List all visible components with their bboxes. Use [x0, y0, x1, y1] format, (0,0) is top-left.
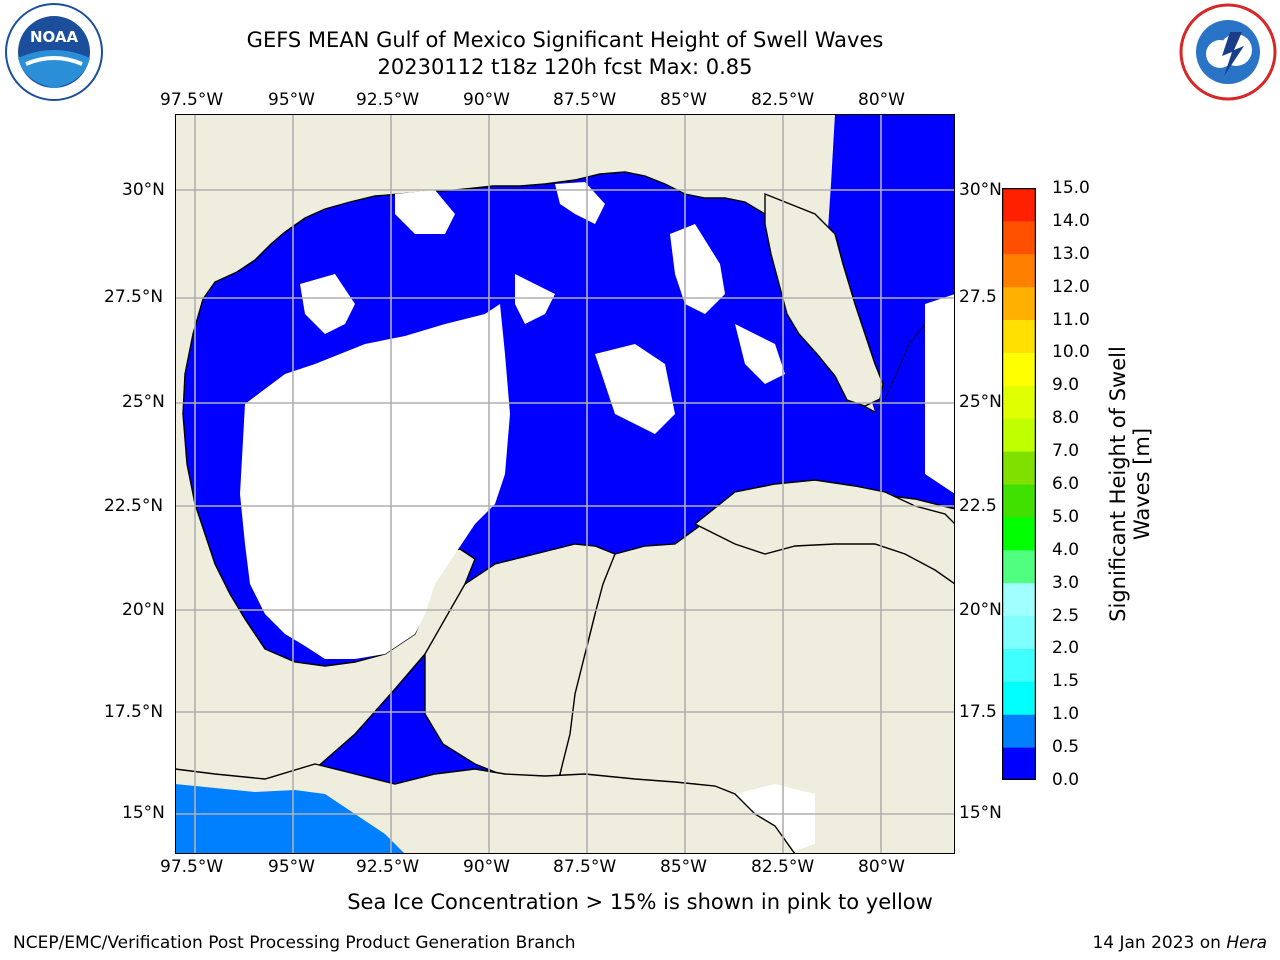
lon-label: 97.5°W	[160, 857, 224, 877]
colorbar-segment	[1002, 253, 1036, 288]
colorbar-segment	[1002, 747, 1036, 781]
run-date: 14 Jan 2023 on	[1092, 933, 1221, 953]
colorbar-svg	[1001, 187, 1037, 781]
machine-name: Hera	[1226, 933, 1267, 953]
lon-label: 92.5°W	[356, 857, 420, 877]
colorbar-segment	[1002, 385, 1036, 419]
lon-label: 80°W	[858, 857, 905, 877]
lat-label: 30°N	[959, 180, 1002, 200]
lon-label: 97.5°W	[160, 90, 224, 110]
map-panel	[174, 113, 956, 855]
pacific-water	[175, 784, 405, 854]
colorbar	[1001, 187, 1037, 781]
colorbar-tick-label: 8.0	[1052, 408, 1080, 429]
lon-label: 87.5°W	[553, 90, 617, 110]
lat-label: 22.5	[959, 496, 997, 516]
low-swell-areas	[240, 182, 955, 854]
branch-credit: NCEP/EMC/Verification Post Processing Pr…	[13, 933, 576, 953]
map-grid	[175, 114, 955, 854]
lon-label: 82.5°W	[751, 90, 815, 110]
nws-logo	[1178, 2, 1278, 102]
colorbar-segment	[1002, 648, 1036, 682]
colorbar-tick-label: 7.0	[1052, 441, 1080, 462]
lat-label: 20°N	[122, 600, 165, 620]
lat-label: 17.5	[959, 702, 997, 722]
colorbar-tick-label: 1.0	[1052, 704, 1080, 725]
colorbar-tick-label: 2.0	[1052, 638, 1080, 659]
yucatan	[424, 543, 616, 795]
colorbar-segment	[1002, 188, 1036, 222]
sea-ice-note: Sea Ice Concentration > 15% is shown in …	[347, 890, 933, 914]
colorbar-tick-label: 9.0	[1052, 375, 1080, 396]
colorbar-tick-label: 4.0	[1052, 539, 1080, 560]
lon-label: 85°W	[660, 90, 707, 110]
lat-label: 20°N	[959, 600, 1002, 620]
colorbar-tick-label: 12.0	[1052, 276, 1090, 297]
colorbar-tick-label: 5.0	[1052, 506, 1080, 527]
colorbar-tick-label: 3.0	[1052, 572, 1080, 593]
chart-title: GEFS MEAN Gulf of Mexico Significant Hei…	[246, 28, 884, 52]
lat-label: 17.5°N	[104, 702, 164, 722]
colorbar-segment	[1002, 418, 1036, 452]
colorbar-segment	[1002, 516, 1036, 551]
colorbar-tick-label: 10.0	[1052, 342, 1090, 363]
lon-label: 82.5°W	[751, 857, 815, 877]
colorbar-tick-label: 0.0	[1052, 770, 1080, 790]
lat-label: 25°N	[959, 392, 1002, 412]
colorbar-label-text: Significant Height of Swell Waves [m]	[1106, 346, 1154, 622]
lon-label: 92.5°W	[356, 90, 420, 110]
lon-label: 80°W	[858, 90, 905, 110]
lon-label: 95°W	[268, 857, 315, 877]
lat-label: 27.5°N	[104, 287, 164, 307]
lat-label: 30°N	[122, 180, 165, 200]
run-info: 14 Jan 2023 on Hera	[1092, 933, 1267, 953]
colorbar-segment	[1002, 681, 1036, 715]
colorbar-segment	[1002, 549, 1036, 584]
colorbar-segment	[1002, 319, 1036, 353]
colorbar-ticks: 0.0 0.5 1.0 1.5 2.0 2.5 3.0 4.0 5.0 6.0 7.0 8.0 9.0 1…	[1052, 178, 1112, 790]
lat-label: 22.5°N	[104, 496, 164, 516]
lat-label: 15°N	[122, 803, 165, 823]
colorbar-segment	[1002, 352, 1036, 386]
lat-label: 15°N	[959, 803, 1002, 823]
colorbar-tick-label: 11.0	[1052, 309, 1090, 330]
lon-label: 85°W	[660, 857, 707, 877]
lat-label: 25°N	[122, 392, 165, 412]
colorbar-tick-label: 13.0	[1052, 243, 1090, 264]
colorbar-tick-label: 1.5	[1052, 671, 1080, 692]
colorbar-segment	[1002, 615, 1036, 649]
chart-subtitle: 20230112 t18z 120h fcst Max: 0.85	[377, 55, 753, 79]
lat-label: 27.5	[959, 287, 997, 307]
colorbar-segment	[1002, 484, 1036, 518]
colorbar-segment	[1002, 286, 1036, 321]
colorbar-segment	[1002, 582, 1036, 617]
colorbar-tick-label: 15.0	[1052, 178, 1090, 198]
lon-label: 87.5°W	[553, 857, 617, 877]
map-svg	[174, 113, 956, 855]
noaa-logo: NOAA	[4, 2, 104, 102]
colorbar-tick-label: 6.0	[1052, 474, 1080, 494]
colorbar-segment	[1002, 714, 1036, 748]
colorbar-tick-label: 14.0	[1052, 210, 1090, 231]
lon-label: 95°W	[268, 90, 315, 110]
colorbar-segment	[1002, 220, 1036, 255]
colorbar-tick-label: 0.5	[1052, 737, 1080, 758]
colorbar-segment	[1002, 451, 1036, 485]
lon-label: 90°W	[463, 90, 510, 110]
svg-text:NOAA: NOAA	[30, 28, 79, 46]
lon-label: 90°W	[463, 857, 510, 877]
colorbar-tick-label: 2.5	[1052, 605, 1080, 626]
